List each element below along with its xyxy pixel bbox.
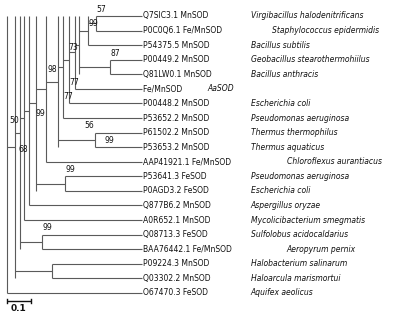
Text: P0AGD3.2 FeSOD: P0AGD3.2 FeSOD	[143, 186, 212, 195]
Text: 99: 99	[66, 165, 76, 174]
Text: Thermus thermophilus: Thermus thermophilus	[251, 128, 337, 137]
Text: P09224.3 MnSOD: P09224.3 MnSOD	[143, 259, 212, 268]
Text: P00448.2 MnSOD: P00448.2 MnSOD	[143, 99, 212, 108]
Text: Mycolicibacterium smegmatis: Mycolicibacterium smegmatis	[251, 215, 365, 225]
Text: 99: 99	[104, 136, 114, 145]
Text: Sulfolobus acidocaldarius: Sulfolobus acidocaldarius	[251, 230, 348, 239]
Text: O67470.3 FeSOD: O67470.3 FeSOD	[143, 289, 211, 297]
Text: P53641.3 FeSOD: P53641.3 FeSOD	[143, 172, 209, 181]
Text: Q81LW0.1 MnSOD: Q81LW0.1 MnSOD	[143, 70, 214, 79]
Text: Halobacterium salinarum: Halobacterium salinarum	[251, 259, 347, 268]
Text: Escherichia coli: Escherichia coli	[251, 99, 310, 108]
Text: Bacillus anthracis: Bacillus anthracis	[251, 70, 318, 79]
Text: 0.1: 0.1	[11, 304, 26, 313]
Text: 68: 68	[19, 146, 28, 154]
Text: Q877B6.2 MnSOD: Q877B6.2 MnSOD	[143, 201, 214, 210]
Text: 77: 77	[64, 92, 73, 101]
Text: P54375.5 MnSOD: P54375.5 MnSOD	[143, 41, 212, 50]
Text: P53653.2 MnSOD: P53653.2 MnSOD	[143, 143, 212, 152]
Text: Escherichia coli: Escherichia coli	[251, 186, 310, 195]
Text: 56: 56	[84, 121, 94, 130]
Text: 98: 98	[48, 65, 58, 74]
Text: Q7SIC3.1 MnSOD: Q7SIC3.1 MnSOD	[143, 11, 211, 20]
Text: Bacillus subtilis: Bacillus subtilis	[251, 41, 310, 50]
Text: Fe/MnSOD: Fe/MnSOD	[143, 84, 185, 93]
Text: Virgibacillus halodenitrificans: Virgibacillus halodenitrificans	[251, 11, 363, 20]
Text: Pseudomonas aeruginosa: Pseudomonas aeruginosa	[251, 172, 349, 181]
Text: Pseudomonas aeruginosa: Pseudomonas aeruginosa	[251, 113, 349, 123]
Text: Chloroflexus aurantiacus: Chloroflexus aurantiacus	[286, 157, 382, 166]
Text: 87: 87	[110, 49, 120, 58]
Text: 99: 99	[36, 109, 46, 118]
Text: 99: 99	[88, 19, 98, 28]
Text: Aspergillus oryzae: Aspergillus oryzae	[251, 201, 321, 210]
Text: Geobacillus stearothermohiilus: Geobacillus stearothermohiilus	[251, 55, 369, 64]
Text: A0R652.1 MnSOD: A0R652.1 MnSOD	[143, 215, 213, 225]
Text: Aquifex aeolicus: Aquifex aeolicus	[251, 289, 314, 297]
Text: P0C0Q6.1 Fe/MnSOD: P0C0Q6.1 Fe/MnSOD	[143, 26, 225, 35]
Text: 57: 57	[97, 5, 106, 14]
Text: 50: 50	[9, 116, 19, 125]
Text: AaSOD: AaSOD	[208, 84, 234, 93]
Text: P53652.2 MnSOD: P53652.2 MnSOD	[143, 113, 212, 123]
Text: P00449.2 MnSOD: P00449.2 MnSOD	[143, 55, 212, 64]
Text: 99: 99	[42, 223, 52, 232]
Text: Q08713.3 FeSOD: Q08713.3 FeSOD	[143, 230, 210, 239]
Text: 77: 77	[69, 78, 79, 87]
Text: P61502.2 MnSOD: P61502.2 MnSOD	[143, 128, 212, 137]
Text: Staphylococcus epidermidis: Staphylococcus epidermidis	[272, 26, 379, 35]
Text: Q03302.2 MnSOD: Q03302.2 MnSOD	[143, 274, 213, 283]
Text: 73: 73	[68, 43, 78, 52]
Text: Haloarcula marismortui: Haloarcula marismortui	[251, 274, 340, 283]
Text: AAP41921.1 Fe/MnSOD: AAP41921.1 Fe/MnSOD	[143, 157, 234, 166]
Text: Aeropyrum pernix: Aeropyrum pernix	[286, 245, 356, 254]
Text: Thermus aquaticus: Thermus aquaticus	[251, 143, 324, 152]
Text: BAA76442.1 Fe/MnSOD: BAA76442.1 Fe/MnSOD	[143, 245, 234, 254]
